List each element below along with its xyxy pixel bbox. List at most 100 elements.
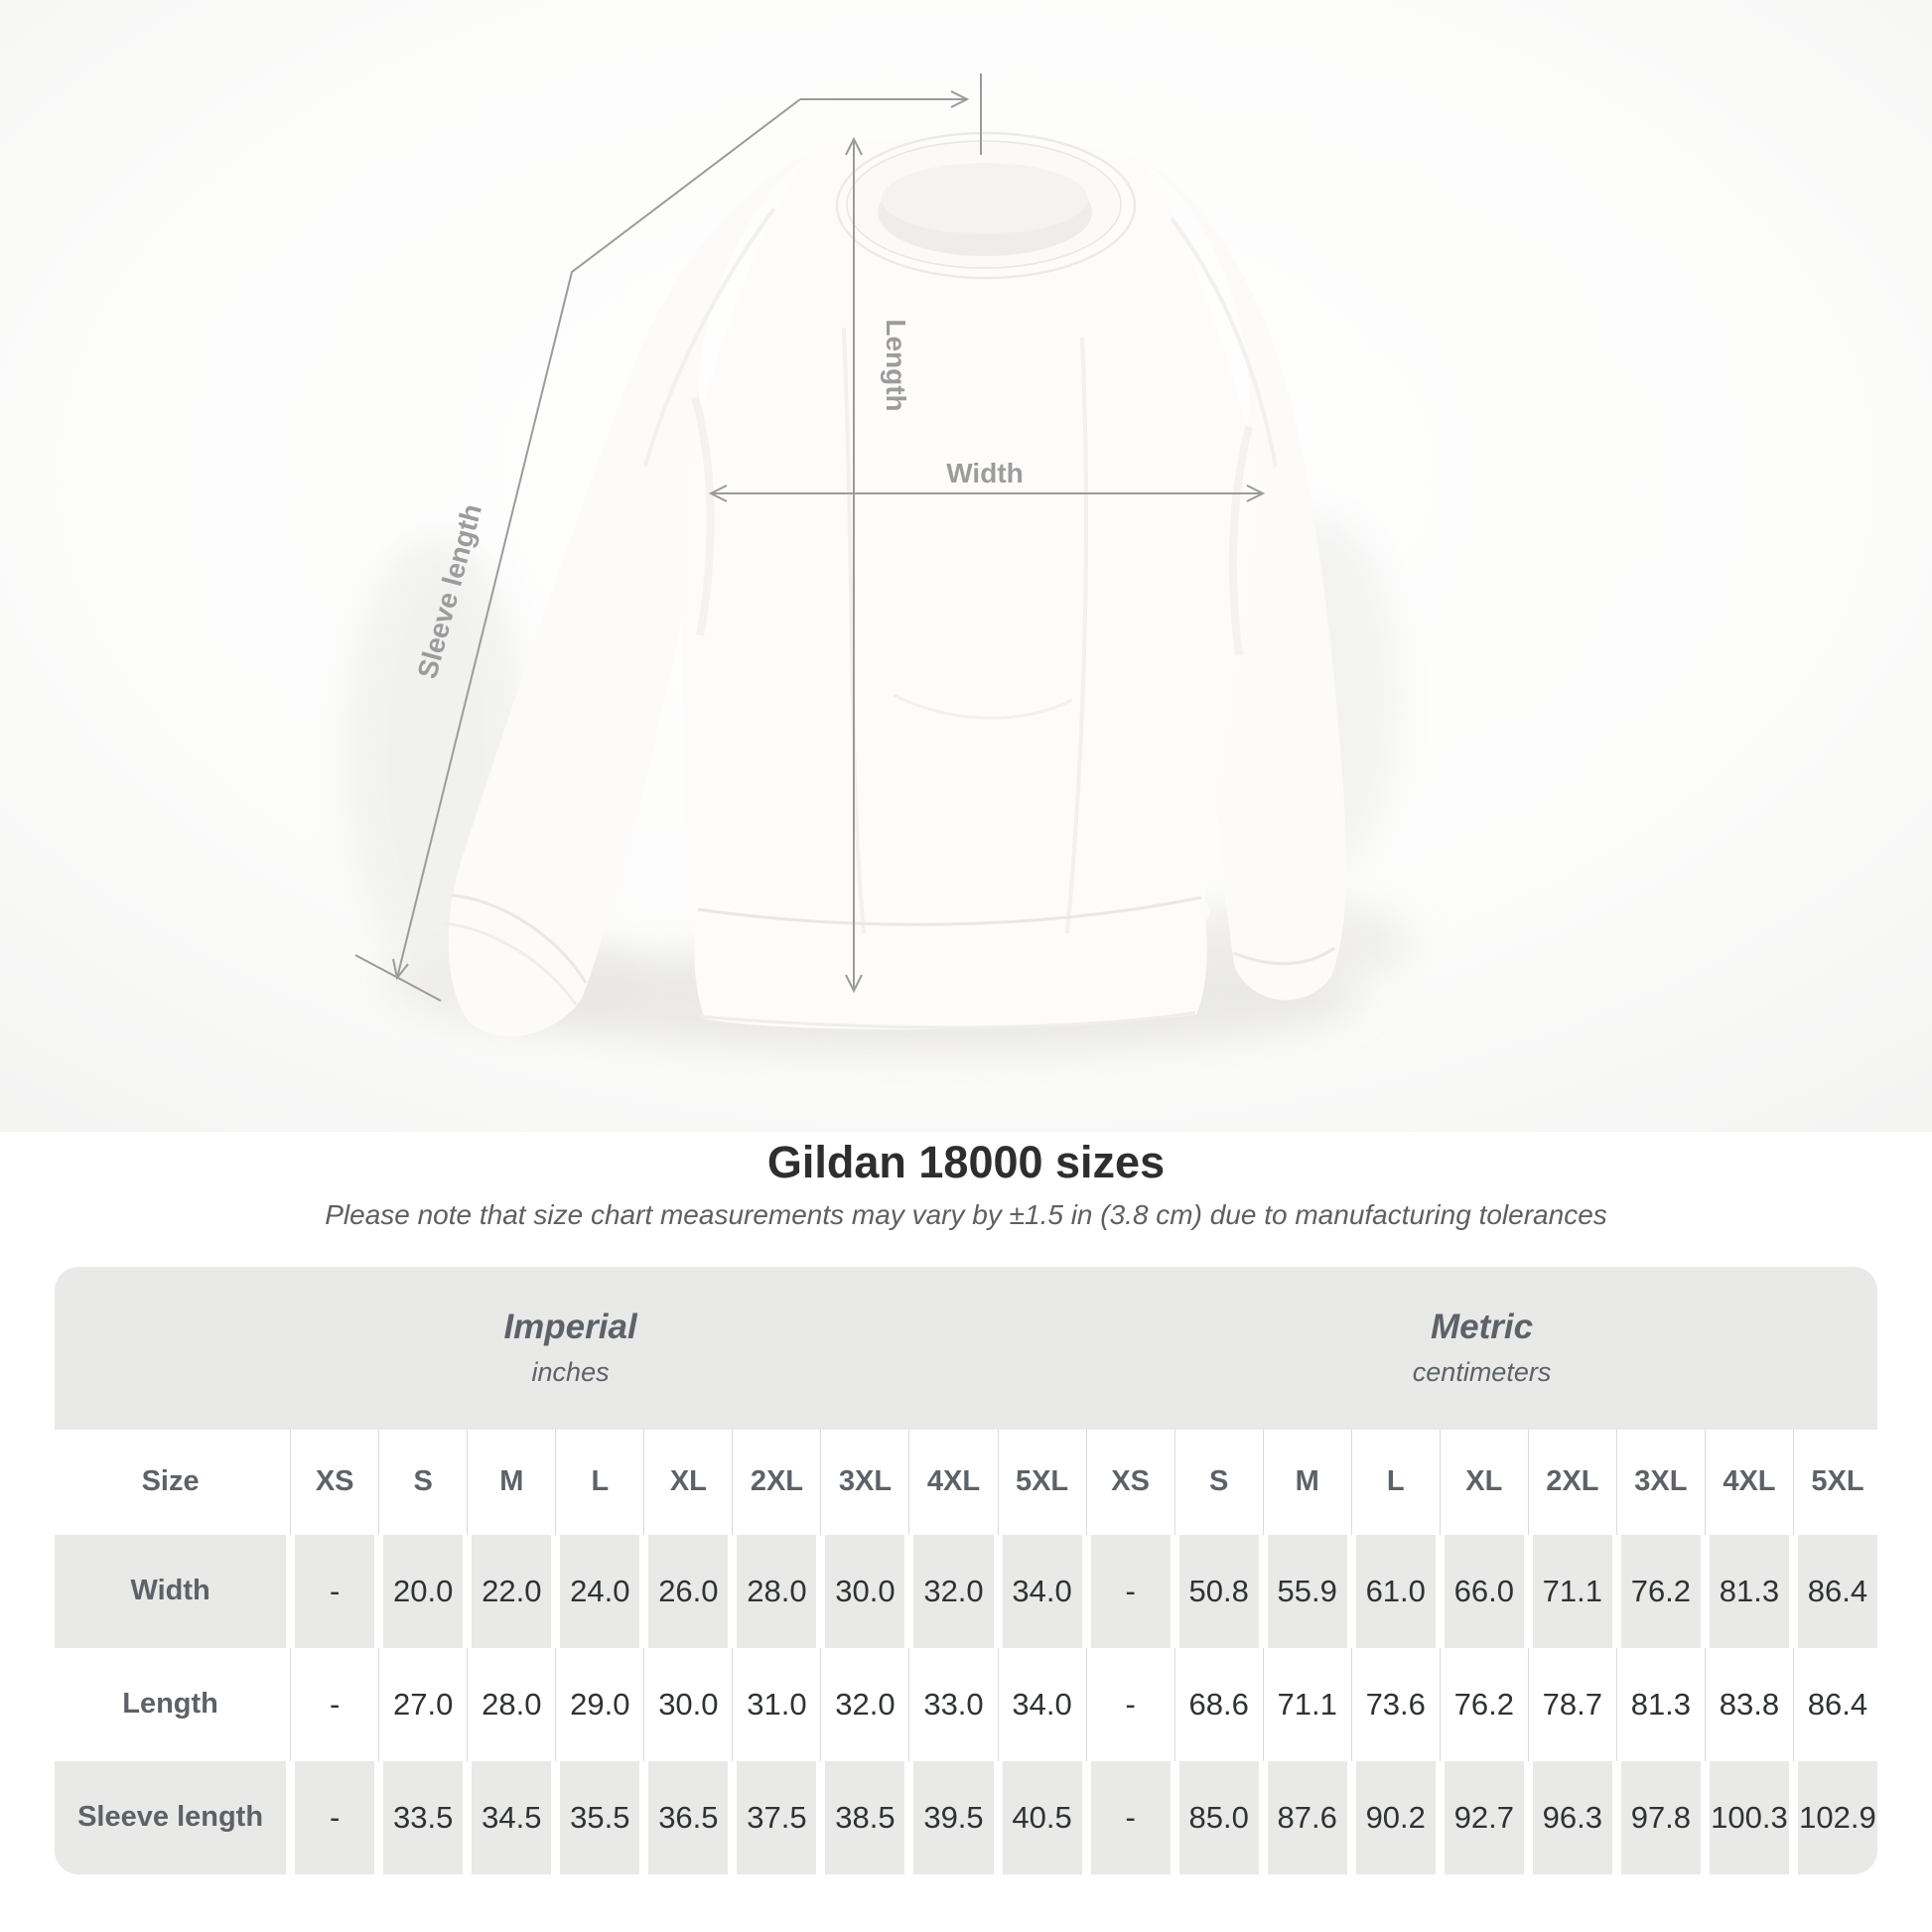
width-metric-4xl: 81.3: [1709, 1534, 1789, 1648]
length-metric-s: 68.6: [1173, 1647, 1259, 1761]
width-right-arrowhead-icon: [1246, 484, 1266, 502]
imperial-unit: inches: [531, 1357, 610, 1388]
unit-band: Imperial inches Metric centimeters: [55, 1266, 1877, 1430]
size-table: Imperial inches Metric centimeters Size …: [55, 1266, 1877, 1874]
length-imperial-5xl: 34.0: [997, 1647, 1082, 1761]
product-photo-section: Length Width Sleeve length: [0, 0, 1932, 1132]
column-header-metric-4xl: 4XL: [1704, 1429, 1789, 1535]
waistband: [697, 896, 1202, 1030]
sweatshirt-measurement-diagram: Length Width Sleeve length: [0, 0, 1932, 1132]
column-header-metric-l: L: [1350, 1429, 1436, 1535]
length-imperial-s: 27.0: [378, 1647, 464, 1761]
sleeve-imperial-xs: -: [295, 1760, 375, 1874]
metric-unit: centimeters: [1412, 1357, 1552, 1388]
column-header-imperial-xs: XS: [290, 1429, 375, 1535]
width-imperial-l: 24.0: [560, 1534, 640, 1648]
length-imperial-l: 29.0: [555, 1647, 640, 1761]
row-label-length: Length: [55, 1647, 287, 1761]
sleeve-imperial-s: 33.5: [383, 1760, 464, 1874]
row-label-width: Width: [55, 1534, 287, 1648]
length-metric-2xl: 78.7: [1527, 1647, 1612, 1761]
sleeve-metric-5xl: 102.9: [1797, 1760, 1877, 1874]
width-metric-l: 61.0: [1355, 1534, 1436, 1648]
length-metric-l: 73.6: [1350, 1647, 1436, 1761]
width-metric-xs: -: [1090, 1534, 1171, 1648]
title-block: Gildan 18000 sizes Please note that size…: [0, 1138, 1932, 1231]
length-imperial-4xl: 33.0: [908, 1647, 994, 1761]
width-annotation-label: Width: [946, 458, 1024, 488]
length-metric-4xl: 83.8: [1704, 1647, 1789, 1761]
torso: [681, 139, 1261, 1030]
length-metric-xl: 76.2: [1439, 1647, 1524, 1761]
sleeve-imperial-5xl: 40.5: [1002, 1760, 1082, 1874]
underarm-creases: [691, 395, 1253, 656]
metric-title: Metric: [1431, 1308, 1534, 1347]
right-arrowhead-icon: [950, 90, 970, 108]
length-bottom-arrowhead-icon: [845, 974, 863, 994]
sleeve-length-line: [396, 98, 801, 979]
width-imperial-4xl: 32.0: [913, 1534, 994, 1648]
row-label-sleeve-length: Sleeve length: [55, 1760, 287, 1874]
sleeve-metric-4xl: 100.3: [1709, 1760, 1789, 1874]
length-imperial-2xl: 31.0: [732, 1647, 817, 1761]
column-header-imperial-l: L: [555, 1429, 640, 1535]
width-imperial-5xl: 34.0: [1002, 1534, 1082, 1648]
column-header-metric-xl: XL: [1439, 1429, 1524, 1535]
collar: [835, 131, 1137, 280]
measurement-lines: [354, 73, 1266, 1002]
sleeve-end-tick: [354, 954, 442, 1002]
sleeve-metric-xl: 92.7: [1444, 1760, 1524, 1874]
width-metric-2xl: 71.1: [1532, 1534, 1612, 1648]
width-metric-xl: 66.0: [1444, 1534, 1524, 1648]
column-header-imperial-m: M: [467, 1429, 552, 1535]
length-imperial-m: 28.0: [467, 1647, 552, 1761]
column-header-metric-5xl: 5XL: [1792, 1429, 1877, 1535]
tolerance-note: Please note that size chart measurements…: [325, 1198, 1607, 1230]
sleeve-metric-3xl: 97.8: [1620, 1760, 1701, 1874]
column-header-imperial-5xl: 5XL: [997, 1429, 1082, 1535]
width-metric-3xl: 76.2: [1620, 1534, 1701, 1648]
imperial-title: Imperial: [503, 1308, 637, 1347]
width-left-arrowhead-icon: [708, 484, 728, 502]
length-imperial-xs: -: [290, 1647, 375, 1761]
width-imperial-s: 20.0: [383, 1534, 464, 1648]
sleeve-imperial-xl: 36.5: [648, 1760, 729, 1874]
sleeve-imperial-2xl: 37.5: [737, 1760, 817, 1874]
sleeve-metric-s: 85.0: [1178, 1760, 1259, 1874]
width-imperial-2xl: 28.0: [737, 1534, 817, 1648]
column-header-metric-2xl: 2XL: [1527, 1429, 1612, 1535]
column-header-metric-3xl: 3XL: [1615, 1429, 1701, 1535]
length-metric-m: 71.1: [1262, 1647, 1347, 1761]
length-annotation-label: Length: [881, 319, 911, 411]
width-imperial-m: 22.0: [472, 1534, 552, 1648]
column-header-imperial-4xl: 4XL: [908, 1429, 994, 1535]
fabric-creases: [643, 207, 1278, 934]
column-header-metric-m: M: [1262, 1429, 1347, 1535]
sleeve-metric-xs: -: [1090, 1760, 1171, 1874]
length-imperial-xl: 30.0: [643, 1647, 729, 1761]
cuffs: [443, 894, 1335, 1006]
column-header-imperial-xl: XL: [643, 1429, 729, 1535]
sleeve-imperial-4xl: 39.5: [913, 1760, 994, 1874]
length-top-arrowhead-icon: [845, 136, 863, 156]
sleeve-imperial-3xl: 38.5: [825, 1760, 905, 1874]
column-header-metric-s: S: [1173, 1429, 1259, 1535]
column-header-imperial-s: S: [378, 1429, 464, 1535]
width-metric-m: 55.9: [1267, 1534, 1347, 1648]
width-metric-s: 50.8: [1178, 1534, 1259, 1648]
width-imperial-3xl: 30.0: [825, 1534, 905, 1648]
length-metric-xs: -: [1085, 1647, 1171, 1761]
column-header-imperial-2xl: 2XL: [732, 1429, 817, 1535]
length-metric-3xl: 81.3: [1615, 1647, 1701, 1761]
length-metric-5xl: 86.4: [1792, 1647, 1877, 1761]
imperial-section-header: Imperial inches: [55, 1267, 1086, 1430]
sleeve-imperial-l: 35.5: [560, 1760, 640, 1874]
width-metric-5xl: 86.4: [1797, 1534, 1877, 1648]
column-header-size: Size: [55, 1429, 287, 1535]
sleeve-metric-m: 87.6: [1267, 1760, 1347, 1874]
page-title: Gildan 18000 sizes: [766, 1137, 1166, 1187]
left-sleeve: [448, 149, 816, 1036]
width-imperial-xl: 26.0: [648, 1534, 729, 1648]
length-imperial-3xl: 32.0: [820, 1647, 905, 1761]
